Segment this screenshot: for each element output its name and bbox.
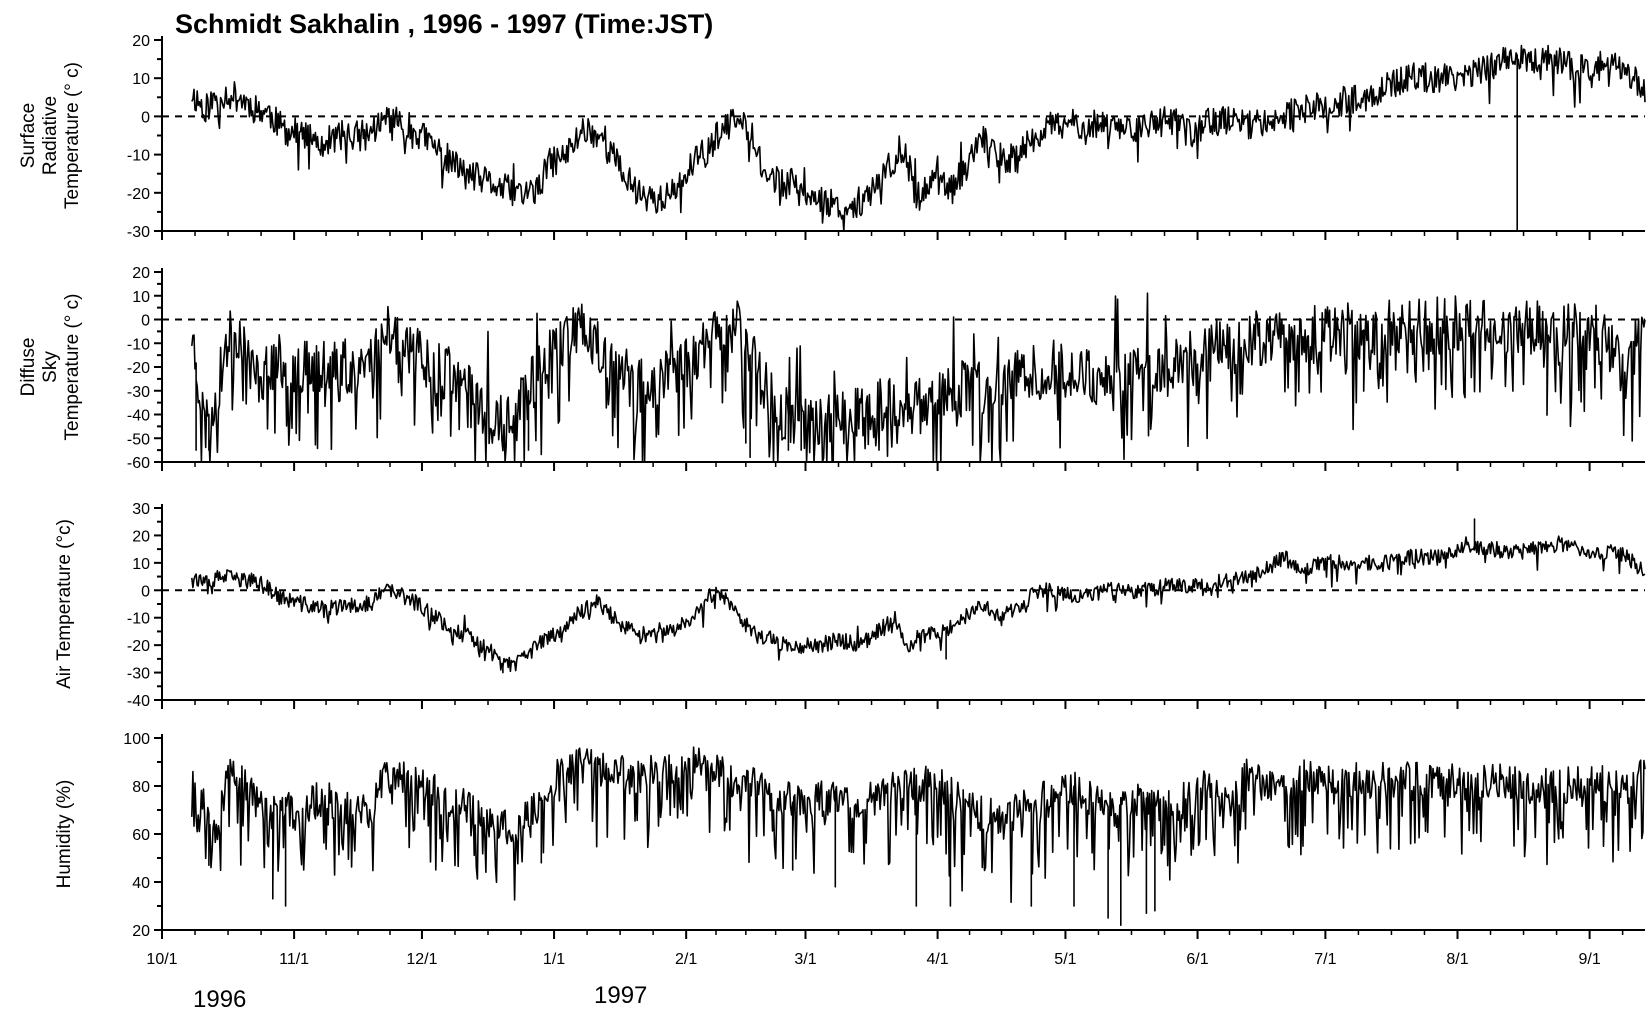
y-tick-label: 100 [123, 731, 150, 748]
y-tick-label: 60 [132, 827, 150, 844]
y-tick-label: 10 [132, 556, 150, 573]
year-label-1997: 1997 [594, 982, 647, 1009]
y-tick-label: -30 [127, 666, 150, 683]
x-tick-label: 6/1 [1186, 951, 1208, 968]
x-tick-label: 8/1 [1446, 951, 1468, 968]
x-tick-label: 11/1 [279, 951, 309, 968]
x-tick-label: 7/1 [1314, 951, 1336, 968]
x-tick-label: 3/1 [794, 951, 816, 968]
y-tick-label: -30 [127, 224, 150, 241]
y-tick-label: 20 [132, 923, 150, 940]
x-tick-label: 12/1 [406, 951, 437, 968]
chart-title: Schmidt Sakhalin , 1996 - 1997 (Time:JST… [175, 9, 713, 39]
chart-panel-4: 100 80 60 40 20 10/1 11/1 12/1 1/1 2/1 3/1 4/1 5/1 6/… [54, 731, 1646, 968]
y-tick-label: 0 [141, 583, 150, 600]
y-tick-label: 30 [132, 501, 150, 518]
y-axis-label: DiffuseSkyTemperature (° c) [18, 294, 83, 441]
series-line [191, 746, 1646, 926]
y-tick-label: -40 [127, 693, 150, 710]
series-line [191, 518, 1646, 674]
x-tick-label: 9/1 [1578, 951, 1600, 968]
y-axis-label: Air Temperature (°c) [54, 519, 75, 689]
y-tick-label: -20 [127, 360, 150, 377]
y-tick-label: 80 [132, 779, 150, 796]
y-tick-label: -30 [127, 384, 150, 401]
y-tick-label: -10 [127, 148, 150, 165]
y-tick-label: 10 [132, 289, 150, 306]
chart-panels: 20100-10-20-30SurfaceRadiativeTemperatur… [18, 33, 1646, 968]
y-tick-label: 0 [141, 313, 150, 330]
y-tick-label: 0 [141, 109, 150, 126]
y-tick-label: -50 [127, 431, 150, 448]
y-tick-label: 10 [132, 71, 150, 88]
year-label-1996: 1996 [193, 986, 246, 1013]
y-tick-label: -40 [127, 408, 150, 425]
y-tick-label: 20 [132, 265, 150, 282]
y-tick-label: -20 [127, 638, 150, 655]
chart-panel-3: 30 20 10 0 -10 -20 -30 -40 Air Temperature (°c) [54, 501, 1646, 710]
y-tick-label: -60 [127, 455, 150, 472]
y-tick-label: 40 [132, 875, 150, 892]
y-tick-label: 20 [132, 528, 150, 545]
x-tick-label: 2/1 [675, 951, 697, 968]
y-tick-label: -10 [127, 611, 150, 628]
y-axis-label: SurfaceRadiativeTemperature (° c) [18, 62, 83, 209]
chart-panel-2: 20 10 0 -10 -20 -30 -40 -50 -60 DiffuseSkyTempera… [18, 265, 1646, 472]
y-tick-label: -10 [127, 336, 150, 353]
x-tick-label: 1/1 [543, 951, 565, 968]
y-tick-label: -20 [127, 186, 150, 203]
series-line [191, 44, 1646, 232]
y-axis-label: Humidity (%) [54, 780, 75, 889]
x-tick-label: 5/1 [1054, 951, 1076, 968]
chart-panel-1: 20 10 0 -10 -20 -30 SurfaceRadiativeTemperatur… [18, 33, 1646, 241]
y-tick-label: 20 [132, 33, 150, 50]
x-tick-label: 10/1 [146, 951, 177, 968]
series-line [191, 292, 1646, 463]
x-tick-label: 4/1 [926, 951, 948, 968]
